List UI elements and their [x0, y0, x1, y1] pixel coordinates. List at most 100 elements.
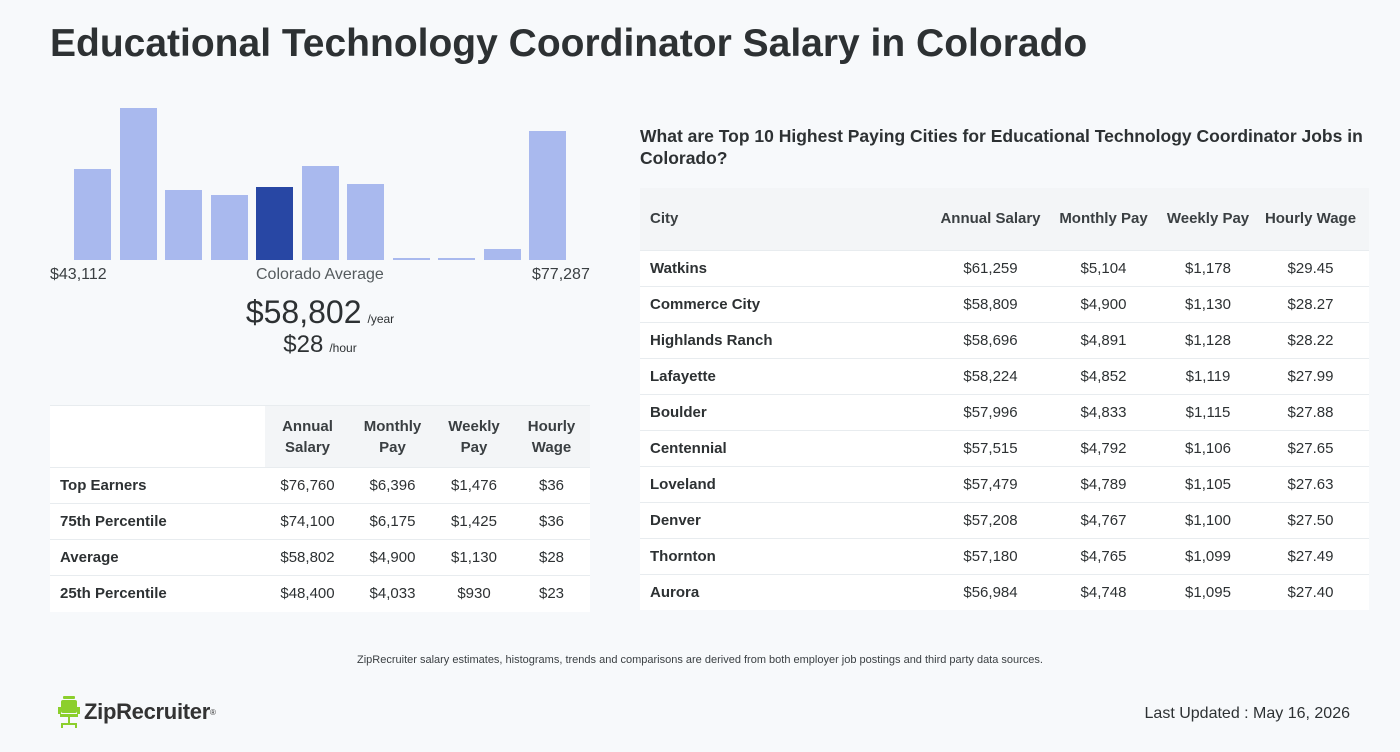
city-monthly: $4,900	[1043, 285, 1164, 322]
city-monthly: $4,748	[1043, 573, 1164, 610]
percentile-monthly: $4,900	[350, 539, 435, 576]
histogram-bar	[392, 258, 430, 260]
percentile-weekly: $1,130	[435, 539, 513, 576]
city-annual: $57,996	[938, 393, 1043, 430]
percentile-hourly: $36	[513, 467, 590, 504]
city-row: Commerce City $58,809 $4,900 $1,130 $28.27	[640, 285, 1369, 322]
percentile-weekly: $930	[435, 575, 513, 612]
city-monthly: $4,767	[1043, 501, 1164, 538]
city-hourly: $27.40	[1252, 573, 1369, 610]
average-hourly: $28/hour	[0, 331, 640, 359]
city-name: Centennial	[640, 429, 938, 466]
percentile-annual: $58,802	[265, 539, 350, 576]
city-annual: $57,479	[938, 465, 1043, 502]
percentile-hourly: $28	[513, 539, 590, 576]
city-name: Boulder	[640, 393, 938, 430]
city-annual: $58,809	[938, 285, 1043, 322]
city-monthly: $4,833	[1043, 393, 1164, 430]
percentile-annual: $48,400	[265, 575, 350, 612]
city-hourly: $27.50	[1252, 501, 1369, 538]
top-cities-table: City Annual Salary Monthly Pay Weekly Pa…	[640, 188, 1369, 610]
city-hourly: $27.99	[1252, 357, 1369, 394]
percentile-hourly: $23	[513, 575, 590, 612]
logo-wordmark: ZipRecruiter	[84, 699, 210, 724]
city-weekly: $1,115	[1164, 393, 1252, 430]
city-annual: $57,180	[938, 537, 1043, 574]
percentile-header-hourly: Hourly Wage	[513, 405, 590, 468]
histogram-bar	[347, 184, 384, 260]
histogram-max-label: $77,287	[532, 266, 590, 283]
city-header-annual: Annual Salary	[938, 188, 1043, 250]
percentile-header-monthly: Monthly Pay	[350, 405, 435, 468]
average-hourly-value: $28	[283, 331, 324, 358]
percentile-header-weekly: Weekly Pay	[435, 405, 513, 468]
city-weekly: $1,128	[1164, 321, 1252, 358]
top-cities-heading: What are Top 10 Highest Paying Cities fo…	[640, 126, 1363, 168]
city-row: Watkins $61,259 $5,104 $1,178 $29.45	[640, 249, 1369, 286]
city-annual: $56,984	[938, 573, 1043, 610]
histogram-average-label: Colorado Average	[256, 266, 384, 283]
city-row: Lafayette $58,224 $4,852 $1,119 $27.99	[640, 357, 1369, 394]
city-hourly: $27.65	[1252, 429, 1369, 466]
percentile-table: Annual Salary Monthly Pay Weekly Pay Hou…	[50, 405, 590, 612]
city-hourly: $27.88	[1252, 393, 1369, 430]
city-hourly: $28.22	[1252, 321, 1369, 358]
city-name: Watkins	[640, 249, 938, 286]
percentile-monthly: $4,033	[350, 575, 435, 612]
salary-histogram	[74, 100, 570, 260]
city-header-hourly: Hourly Wage	[1252, 188, 1369, 250]
ziprecruiter-logo[interactable]: ZipRecruiter ®	[58, 696, 216, 728]
histogram-bar	[119, 108, 157, 260]
percentile-row: Average $58,802 $4,900 $1,130 $28	[50, 539, 590, 576]
average-hourly-unit: /hour	[329, 341, 357, 355]
city-name: Loveland	[640, 465, 938, 502]
city-header-monthly: Monthly Pay	[1043, 188, 1164, 250]
city-monthly: $4,789	[1043, 465, 1164, 502]
percentile-row: 25th Percentile $48,400 $4,033 $930 $23	[50, 575, 590, 612]
city-row: Thornton $57,180 $4,765 $1,099 $27.49	[640, 537, 1369, 574]
percentile-annual: $74,100	[265, 503, 350, 540]
histogram-bar-average	[256, 187, 293, 260]
percentile-hourly: $36	[513, 503, 590, 540]
data-source-note: ZipRecruiter salary estimates, histogram…	[357, 654, 1043, 666]
city-name: Highlands Ranch	[640, 321, 938, 358]
city-weekly: $1,178	[1164, 249, 1252, 286]
percentile-row-label: Top Earners	[50, 467, 265, 504]
percentile-row-label: Average	[50, 539, 265, 576]
percentile-annual: $76,760	[265, 467, 350, 504]
histogram-min-label: $43,112	[50, 266, 107, 283]
average-yearly-unit: /year	[367, 312, 395, 326]
histogram-bar	[301, 165, 339, 260]
city-annual: $61,259	[938, 249, 1043, 286]
city-hourly: $29.45	[1252, 249, 1369, 286]
logo-registered-mark: ®	[209, 707, 216, 717]
percentile-header-blank	[50, 405, 265, 468]
city-monthly: $4,852	[1043, 357, 1164, 394]
percentile-row-label: 75th Percentile	[50, 503, 265, 540]
percentile-row-label: 25th Percentile	[50, 575, 265, 612]
city-row: Highlands Ranch $58,696 $4,891 $1,128 $28.22	[640, 321, 1369, 358]
city-hourly: $27.63	[1252, 465, 1369, 502]
city-name: Lafayette	[640, 357, 938, 394]
percentile-row: 75th Percentile $74,100 $6,175 $1,425 $36	[50, 503, 590, 540]
histogram-bar	[438, 258, 475, 260]
city-row: Denver $57,208 $4,767 $1,100 $27.50	[640, 501, 1369, 538]
percentile-monthly: $6,396	[350, 467, 435, 504]
percentile-weekly: $1,476	[435, 467, 513, 504]
city-monthly: $4,792	[1043, 429, 1164, 466]
city-monthly: $4,765	[1043, 537, 1164, 574]
average-yearly: $58,802/year	[0, 294, 640, 331]
percentile-monthly: $6,175	[350, 503, 435, 540]
city-row: Centennial $57,515 $4,792 $1,106 $27.65	[640, 429, 1369, 466]
city-name: Thornton	[640, 537, 938, 574]
city-header-city: City	[640, 188, 938, 250]
city-name: Commerce City	[640, 285, 938, 322]
city-weekly: $1,105	[1164, 465, 1252, 502]
histogram-bar	[483, 249, 521, 260]
city-row: Loveland $57,479 $4,789 $1,105 $27.63	[640, 465, 1369, 502]
city-annual: $58,696	[938, 321, 1043, 358]
average-yearly-value: $58,802	[245, 294, 362, 330]
city-weekly: $1,099	[1164, 537, 1252, 574]
histogram-bar	[74, 168, 111, 260]
percentile-row: Top Earners $76,760 $6,396 $1,476 $36	[50, 467, 590, 504]
